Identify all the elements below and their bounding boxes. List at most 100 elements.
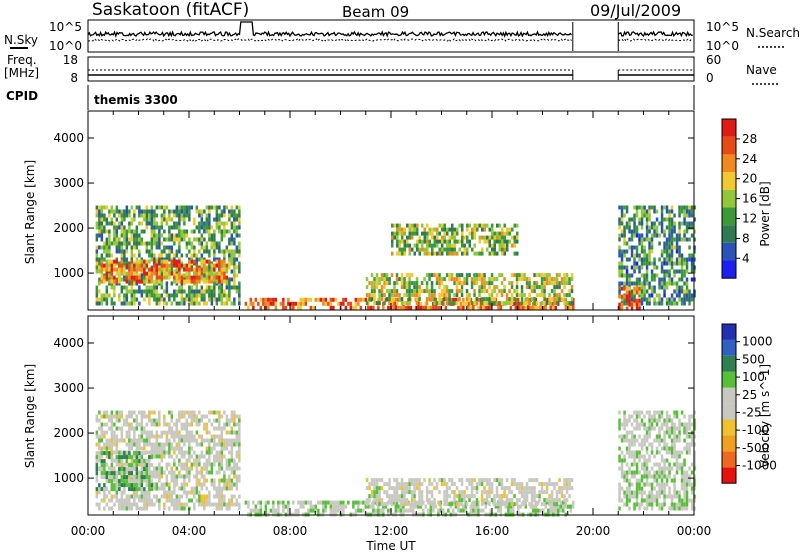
velocity-cell <box>638 486 641 491</box>
power-cell <box>178 229 181 234</box>
velocity-cell <box>680 450 684 455</box>
velocity-cell <box>460 494 464 499</box>
velocity-cell <box>100 446 104 451</box>
power-cell <box>543 293 546 298</box>
velocity-cell <box>218 502 221 507</box>
power-cell <box>170 225 174 230</box>
power-cell <box>451 243 454 248</box>
velocity-cell <box>238 474 241 479</box>
velocity-cell <box>163 454 166 459</box>
velocity-cell <box>665 482 669 487</box>
power-cell <box>435 281 439 286</box>
velocity-cell <box>105 438 109 443</box>
velocity-cell <box>418 502 421 507</box>
velocity-cell <box>165 482 169 487</box>
power-cell <box>369 305 373 310</box>
power-cell <box>220 263 224 268</box>
power-cell <box>135 205 139 210</box>
power-cell <box>408 285 411 290</box>
power-cell <box>200 217 204 222</box>
velocity-cell <box>653 486 656 491</box>
velocity-cell <box>299 500 303 505</box>
velocity-cell <box>100 471 104 476</box>
velocity-cell <box>180 450 184 455</box>
velocity-cell <box>665 450 669 455</box>
velocity-cell <box>130 506 134 511</box>
velocity-cell <box>185 422 189 427</box>
power-cell <box>620 253 624 258</box>
power-cell <box>693 269 696 274</box>
power-cell <box>618 273 621 278</box>
velocity-cell <box>482 500 485 505</box>
power-cell <box>120 221 124 226</box>
velocity-cell <box>670 438 674 443</box>
power-cell <box>478 293 481 298</box>
power-cell <box>403 251 406 256</box>
power-cell <box>190 267 194 272</box>
velocity-cell <box>160 494 164 499</box>
velocity-cell <box>650 502 654 507</box>
velocity-cell <box>115 442 119 447</box>
power-cell <box>565 301 569 306</box>
power-cell <box>426 231 429 236</box>
power-cell <box>235 285 239 290</box>
power-cell <box>173 253 176 258</box>
velocity-cell <box>309 504 313 509</box>
power-cell <box>453 277 456 282</box>
velocity-cell <box>225 506 229 511</box>
power-cell <box>673 273 676 278</box>
power-cell <box>223 267 226 272</box>
velocity-cell <box>183 442 186 447</box>
power-cell <box>163 229 166 234</box>
power-cell <box>480 281 484 286</box>
velocity-cell <box>410 490 414 495</box>
velocity-cell <box>195 422 199 427</box>
power-cell <box>233 241 236 246</box>
velocity-cell <box>399 508 403 513</box>
velocity-cell <box>98 483 101 488</box>
power-cell <box>690 221 694 226</box>
power-cell <box>408 281 411 286</box>
power-cell <box>105 267 109 272</box>
power-cell <box>480 285 484 290</box>
velocity-cell <box>533 490 536 495</box>
power-cell <box>100 301 104 306</box>
power-cell <box>249 297 253 302</box>
power-cell <box>660 285 664 290</box>
velocity-cell <box>572 504 575 509</box>
velocity-cell <box>645 430 649 435</box>
power-cell <box>448 239 451 244</box>
velocity-cell <box>373 490 376 495</box>
velocity-cell <box>150 446 154 451</box>
velocity-cell <box>130 502 134 507</box>
power-cell <box>650 273 654 278</box>
power-cell <box>438 251 441 256</box>
power-cell <box>178 249 181 254</box>
power-cell <box>173 263 176 268</box>
power-cell <box>650 249 654 254</box>
power-cell <box>215 257 219 262</box>
power-cell <box>138 241 141 246</box>
power-cell <box>420 289 424 294</box>
power-cell <box>483 277 486 282</box>
velocity-cell <box>123 438 126 443</box>
power-cell <box>466 227 469 232</box>
velocity-cell <box>402 508 405 513</box>
power-ytick-label: 1000 <box>53 266 84 280</box>
power-cell <box>304 297 308 302</box>
power-cell <box>623 281 626 286</box>
power-cell <box>203 297 206 302</box>
power-cell <box>230 269 234 274</box>
power-cell <box>543 301 546 306</box>
velocity-cell <box>135 487 139 492</box>
velocity-cell <box>473 502 476 507</box>
velocity-cell <box>569 508 572 513</box>
velocity-cell <box>653 454 656 459</box>
power-cell <box>503 231 506 236</box>
power-cell <box>415 297 419 302</box>
power-cell <box>640 301 644 306</box>
power-cell <box>490 281 494 286</box>
velocity-cell <box>143 475 146 480</box>
power-cell <box>269 297 273 302</box>
